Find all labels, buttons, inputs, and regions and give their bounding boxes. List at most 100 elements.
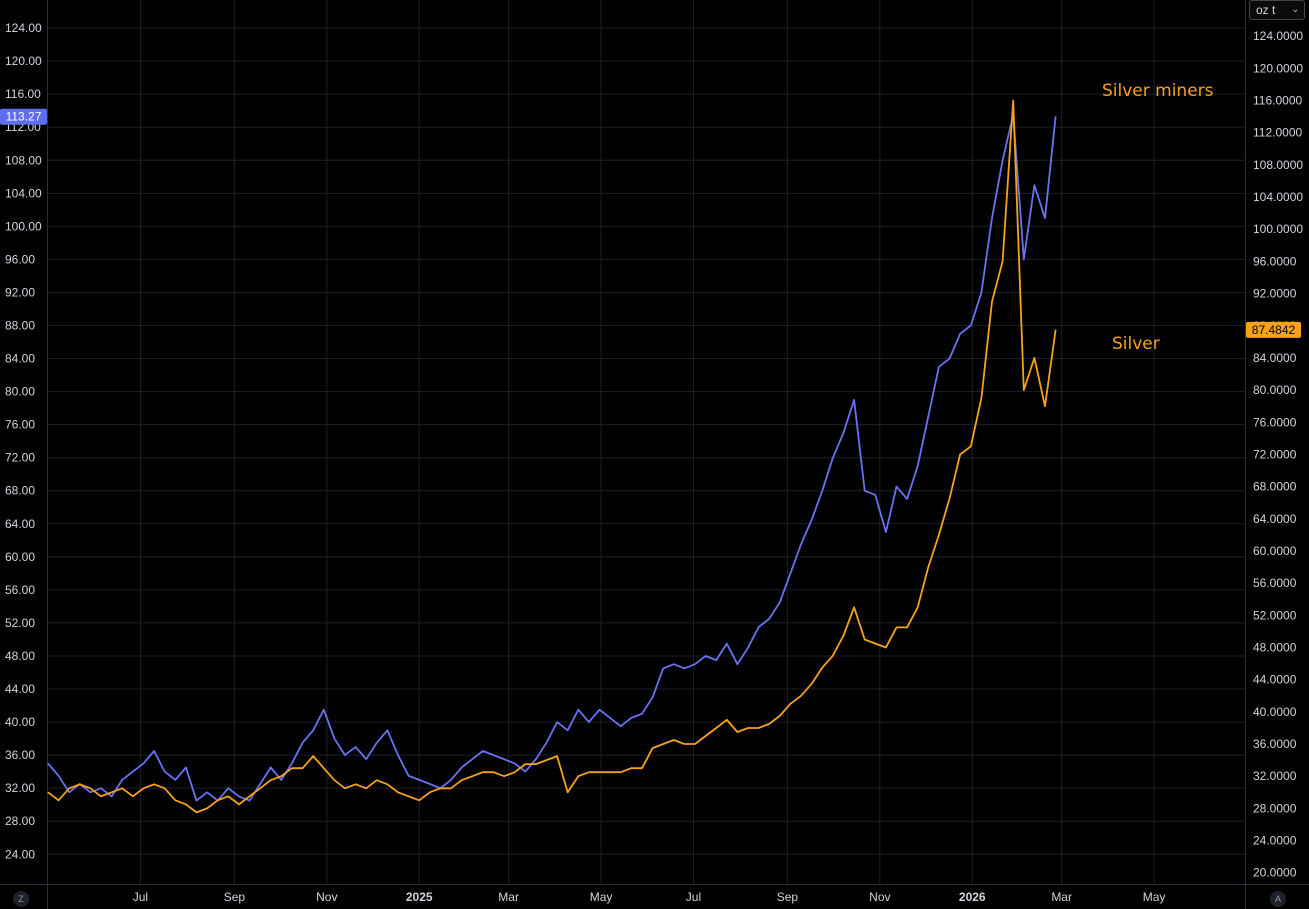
right-axis: 124.0000 120.0000 116.0000 112.0000 108.0000…	[1253, 29, 1303, 880]
data-point-miners	[386, 729, 389, 731]
left-tick-label: 88.00	[5, 319, 35, 333]
data-point-miners	[121, 779, 123, 781]
data-point-miners	[906, 498, 908, 500]
data-point-silver	[195, 811, 198, 814]
data-point-silver	[588, 771, 590, 773]
data-point-silver	[768, 723, 770, 725]
data-point-silver	[715, 727, 717, 729]
data-point-silver	[747, 727, 749, 729]
data-point-miners	[779, 601, 781, 603]
data-point-silver	[291, 767, 293, 769]
data-point-silver	[874, 642, 876, 645]
data-point-silver	[111, 791, 113, 793]
time-tick-label: 2026	[959, 890, 986, 904]
data-point-silver	[726, 719, 728, 721]
right-tick-label: 112.0000	[1253, 126, 1302, 140]
data-point-silver	[524, 763, 526, 765]
right-tick-label: 60.0000	[1253, 544, 1297, 558]
data-point-miners	[142, 762, 145, 764]
left-tick-label: 120.00	[5, 54, 42, 68]
right-tick-label: 28.0000	[1253, 801, 1297, 815]
miners-price-label: 113.27	[6, 110, 42, 124]
unit-dropdown[interactable]: oz t ⌄	[1249, 0, 1305, 20]
data-point-silver	[651, 747, 654, 749]
right-tick-label: 56.0000	[1253, 576, 1297, 590]
data-point-miners	[758, 626, 760, 628]
data-point-miners	[609, 717, 611, 719]
data-point-silver	[47, 791, 49, 793]
right-tick-label: 108.0000	[1253, 158, 1303, 172]
data-point-miners	[662, 667, 664, 669]
time-tick-label: Sep	[224, 890, 246, 904]
data-point-miners	[545, 742, 548, 744]
left-tick-label: 48.00	[5, 649, 35, 663]
data-point-silver	[641, 767, 643, 769]
data-point-silver	[397, 791, 399, 793]
data-point-silver	[376, 779, 378, 781]
data-point-silver	[938, 534, 940, 536]
data-point-silver	[429, 791, 431, 793]
data-point-silver	[121, 787, 123, 789]
left-tick-label: 64.00	[5, 517, 35, 531]
data-point-miners	[132, 771, 134, 773]
data-point-silver	[153, 783, 155, 785]
data-point-silver	[842, 634, 845, 637]
data-point-miners	[598, 709, 601, 711]
data-point-silver	[439, 787, 442, 789]
data-point-silver	[832, 654, 834, 657]
data-point-silver	[779, 715, 781, 717]
left-tick-label: 100.00	[5, 219, 42, 233]
auto-scale-button[interactable]: A	[1270, 891, 1286, 907]
data-point-silver	[885, 646, 887, 649]
data-point-miners	[270, 766, 272, 769]
data-point-silver	[365, 787, 367, 789]
data-point-silver	[270, 779, 272, 781]
data-point-miners	[747, 647, 749, 649]
time-tick-label: Sep	[777, 890, 799, 904]
data-point-miners	[789, 572, 792, 574]
data-point-silver	[514, 771, 516, 773]
data-point-silver	[185, 803, 187, 805]
data-point-silver	[132, 795, 134, 797]
data-point-silver	[556, 755, 558, 757]
data-point-miners	[874, 494, 876, 496]
data-point-miners	[450, 779, 452, 781]
data-point-miners	[864, 490, 866, 492]
time-tick-label: 2025	[406, 890, 433, 904]
data-point-silver	[704, 735, 707, 737]
data-point-miners	[248, 799, 251, 802]
data-point-miners	[195, 799, 198, 802]
data-point-silver	[68, 787, 70, 789]
time-tick-label: Nov	[316, 890, 337, 904]
data-point-silver	[970, 445, 972, 448]
data-point-miners	[482, 750, 484, 752]
left-tick-label: 40.00	[5, 715, 35, 729]
data-point-miners	[206, 791, 208, 793]
data-point-miners	[397, 754, 399, 756]
price-badges: 113.27 87.4842	[0, 108, 1301, 338]
data-point-silver	[736, 731, 739, 733]
data-point-miners	[58, 775, 60, 777]
right-tick-label: 72.0000	[1253, 447, 1297, 461]
data-point-silver	[312, 755, 314, 757]
series-line-silver	[47, 99, 1057, 814]
data-point-silver	[1001, 260, 1004, 263]
data-point-miners	[100, 787, 102, 789]
time-tick-label: Jul	[133, 890, 148, 904]
right-tick-label: 116.0000	[1253, 94, 1302, 108]
data-point-miners	[89, 791, 92, 793]
time-tick-label: Mar	[498, 890, 519, 904]
left-scale-button[interactable]: Z	[13, 891, 29, 907]
data-point-silver	[344, 787, 346, 789]
data-point-miners	[323, 709, 325, 711]
data-point-silver	[567, 791, 569, 793]
data-point-miners	[429, 783, 431, 785]
data-point-miners	[503, 758, 505, 760]
data-point-miners	[970, 324, 972, 327]
right-tick-label: 76.0000	[1253, 415, 1297, 429]
data-point-miners	[768, 618, 770, 620]
data-point-silver	[959, 453, 961, 456]
data-point-silver	[503, 775, 505, 777]
